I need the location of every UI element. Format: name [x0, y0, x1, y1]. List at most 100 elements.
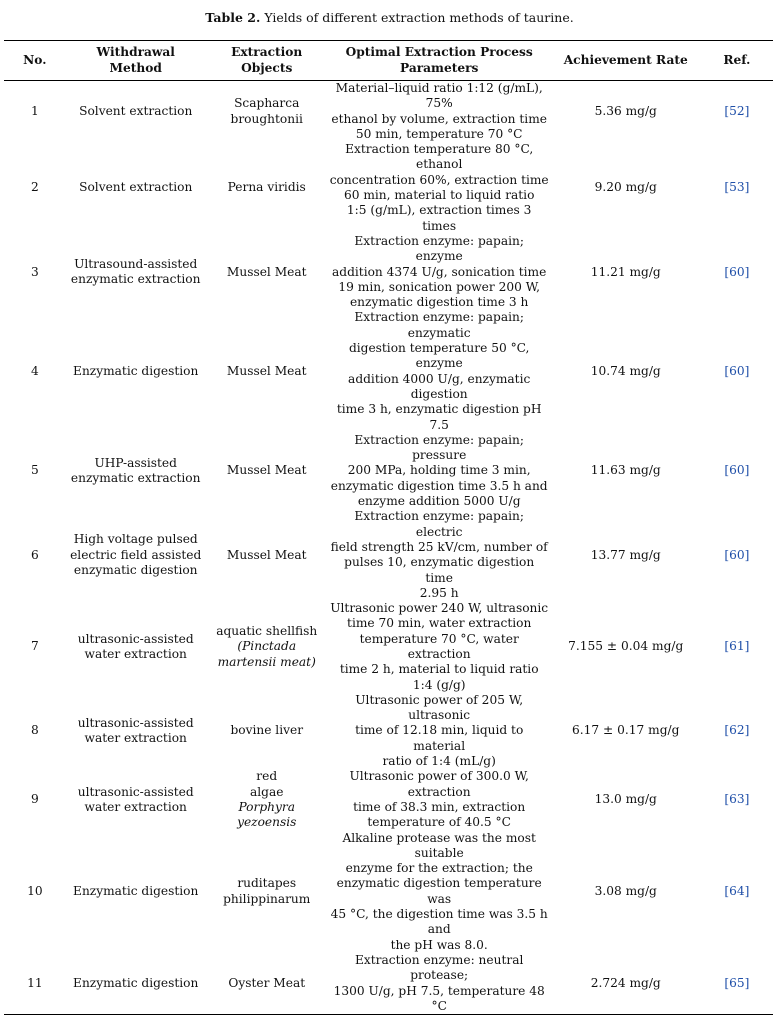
cell-method: ultrasonic-assisted water extraction [66, 601, 206, 693]
cell-objects-line: martensii meat) [217, 654, 316, 669]
cell-rate: 6.17 ± 0.17 mg/g [572, 723, 680, 738]
cell-params-line: enzymatic digestion time 3 h [349, 295, 529, 310]
table-row: 5 UHP-assisted enzymatic extraction Mussel … [4, 433, 773, 509]
cell-objects: Oyster Meat [205, 952, 328, 1015]
cell-objects: Scapharca broughtonii [206, 81, 328, 143]
cell-objects: red algae Porphyra yezoensis [206, 769, 328, 830]
cell-method: Enzymatic digestion [65, 952, 206, 1015]
cell-rate: 3.08 mg/g [594, 884, 657, 899]
cell-ref-link[interactable]: [62] [724, 723, 750, 738]
cell-no: 4 [30, 363, 39, 378]
cell-params-line: time of 12.18 min, liquid to material [355, 723, 524, 753]
cell-params-line: 2.95 h [419, 585, 459, 600]
cell-params-line: 50 min, temperature 70 °C [355, 126, 523, 141]
cell-params-line: Ultrasonic power 240 W, ultrasonic [330, 601, 549, 616]
cell-objects-line: (Pinctada [237, 639, 297, 654]
cell-params-line: enzyme addition 5000 U/g [357, 494, 521, 509]
cell-method: UHP-assisted enzymatic extraction [66, 433, 206, 509]
cell-method-line: UHP-assisted [94, 455, 177, 470]
table-caption: Table 2. Yields of different extraction … [0, 10, 779, 25]
table-row: 9 ultrasonic-assisted water extraction red a… [4, 769, 773, 830]
cell-params-line: 19 min, sonication power 200 W, [338, 279, 540, 294]
cell-params-line: time 3 h, enzymatic digestion pH 7.5 [336, 402, 542, 432]
cell-ref-link[interactable]: [52] [724, 103, 750, 118]
cell-rate: 11.63 mg/g [590, 463, 661, 478]
cell-params-line: field strength 25 kV/cm, number of [330, 539, 548, 554]
cell-rate: 2.724 mg/g [550, 952, 701, 1015]
cell-ref-link[interactable]: [60] [724, 463, 750, 478]
cell-method-line: Ultrasound-assisted [74, 256, 198, 271]
cell-rate: 13.77 mg/g [590, 547, 661, 562]
cell-params-line: enzyme for the extraction; the [345, 861, 533, 876]
cell-ref-link[interactable]: [60] [724, 547, 750, 562]
cell-no: 6 [30, 547, 39, 562]
cell-params-line: time 70 min, water extraction [347, 616, 532, 631]
cell-params-line: the pH was 8.0. [390, 937, 488, 952]
cell-rate: 13.0 mg/g [594, 792, 657, 807]
cell-method-line: ultrasonic-assisted [77, 784, 194, 799]
cell-objects: Mussel Meat [206, 509, 328, 601]
table-row: 1 Solvent extraction Scapharca broughtonii M… [4, 81, 773, 143]
header-method: Withdrawal Method [65, 40, 206, 81]
cell-no: 3 [30, 264, 39, 279]
cell-objects-line: aquatic shellfish [216, 624, 318, 639]
cell-params-line: Extraction enzyme: papain; pressure [354, 432, 524, 463]
cell-ref-link[interactable]: [64] [724, 884, 750, 899]
cell-params-line: time of 38.3 min, extraction [353, 799, 526, 814]
cell-ref-link[interactable]: [60] [724, 363, 750, 378]
cell-params: Extraction enzyme: papain; enzymatic dige… [328, 310, 551, 432]
header-no: No. [4, 40, 66, 81]
cell-method-line: ultrasonic-assisted [77, 715, 194, 730]
cell-method: High voltage pulsed electric field assist… [66, 509, 206, 601]
header-ref: Ref. [700, 40, 773, 81]
cell-rate: 7.155 ± 0.04 mg/g [568, 639, 684, 654]
cell-rate: 9.20 mg/g [594, 180, 657, 195]
cell-params-line: 60 min, material to liquid ratio [343, 188, 535, 203]
cell-no: 5 [30, 463, 39, 478]
cell-params-line: 1:4 (g/g) [412, 677, 466, 692]
cell-params-line: Material–liquid ratio 1:12 (g/mL), 75% [335, 81, 543, 111]
cell-method-line: ultrasonic-assisted [77, 631, 194, 646]
cell-params-line: ratio of 1:4 (mL/g) [382, 754, 496, 769]
caption-text: Yields of different extraction methods o… [264, 10, 574, 25]
cell-method: ultrasonic-assisted water extraction [66, 693, 206, 769]
cell-ref-link[interactable]: [61] [724, 639, 750, 654]
cell-method-line: Solvent extraction [79, 103, 193, 118]
cell-objects: Perna viridis [206, 142, 328, 234]
cell-objects-line: Mussel Meat [226, 363, 307, 378]
cell-no: 7 [30, 639, 39, 654]
cell-params: Extraction enzyme: papain; enzyme additio… [328, 234, 551, 310]
cell-method: Enzymatic digestion [66, 831, 206, 953]
cell-params-line: enzymatic digestion time 3.5 h and [330, 478, 548, 493]
cell-method: Solvent extraction [66, 81, 206, 143]
cell-ref-link[interactable]: [65] [700, 952, 773, 1015]
cell-objects: Mussel Meat [206, 433, 328, 509]
cell-method-line: water extraction [84, 731, 187, 746]
cell-objects-line: Scapharca [234, 96, 300, 111]
cell-objects-line: ruditapes [237, 876, 297, 891]
cell-params: Extraction enzyme: papain; electric field… [328, 509, 551, 601]
cell-objects: aquatic shellfish (Pinctada martensii meat… [206, 601, 328, 693]
cell-params-line: pulses 10, enzymatic digestion time [344, 555, 535, 585]
cell-params: Extraction enzyme: papain; pressure 200 M… [328, 433, 551, 509]
cell-method-line: electric field assisted [70, 547, 202, 562]
cell-rate: 10.74 mg/g [590, 363, 661, 378]
cell-method-line: enzymatic digestion [73, 562, 198, 577]
cell-ref-link[interactable]: [53] [724, 180, 750, 195]
cell-no: 8 [30, 723, 39, 738]
cell-ref-link[interactable]: [63] [724, 792, 750, 807]
cell-method-line: High voltage pulsed [73, 532, 198, 547]
cell-method-line: water extraction [84, 646, 187, 661]
caption-label: Table 2. [205, 10, 261, 25]
cell-no: 1 [30, 103, 39, 118]
cell-params: Material–liquid ratio 1:12 (g/mL), 75% et… [328, 81, 551, 143]
cell-objects: Mussel Meat [206, 310, 328, 432]
cell-objects-line: philippinarum [223, 891, 311, 906]
cell-ref-link[interactable]: [60] [724, 264, 750, 279]
cell-params-line: Extraction enzyme: papain; enzymatic [354, 310, 524, 340]
cell-params: Extraction enzyme: neutral protease; 1300… [327, 952, 551, 1015]
cell-params-line: Alkaline protease was the most suitable [342, 830, 536, 860]
header-method-line: Withdrawal [96, 45, 175, 60]
header-params-line: Optimal Extraction Process [345, 45, 533, 60]
cell-params: Extraction temperature 80 °C, ethanol con… [328, 142, 551, 234]
